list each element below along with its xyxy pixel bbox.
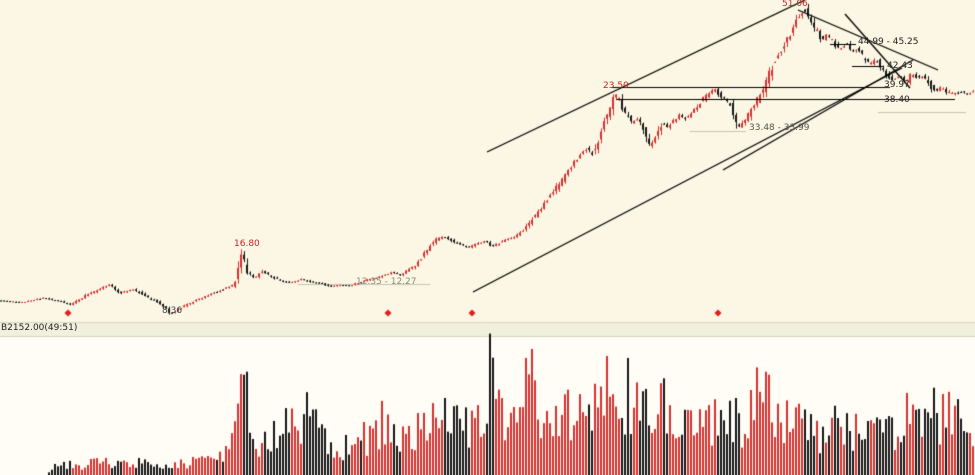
volume-readout: B2152.00(49:51) [1, 323, 78, 333]
